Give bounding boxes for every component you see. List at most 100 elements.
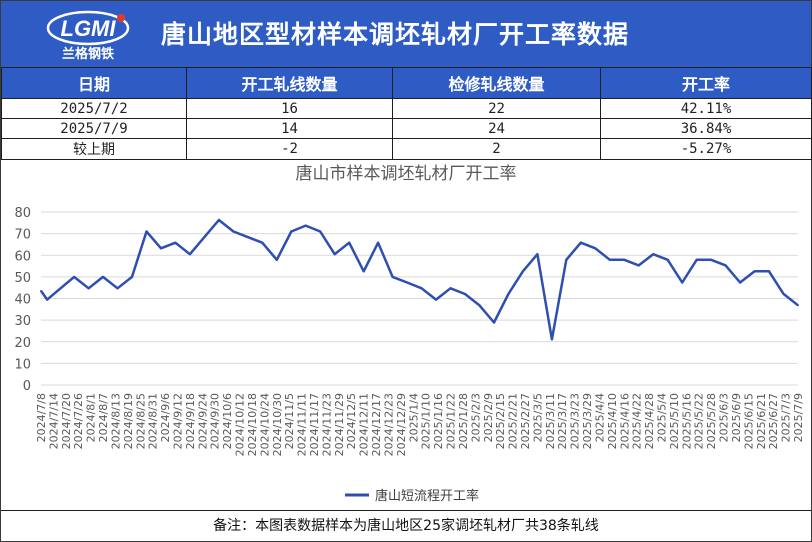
data-point: [102, 275, 104, 278]
data-point: [637, 264, 640, 267]
stats-header-row: 日期 开工轧线数量 检修轧线数量 开工率: [1, 67, 812, 99]
data-point: [768, 270, 770, 273]
x-tick-label: 2024/7/8: [35, 393, 48, 442]
y-tick-label: 80: [14, 206, 31, 221]
data-point: [160, 247, 162, 250]
data-point: [348, 241, 351, 244]
data-point: [145, 230, 148, 233]
x-tick-label: 2024/10/24: [258, 393, 271, 456]
footer-note: 备注：本图表数据样本为唐山地区25家调坯轧材厂共38条轧线: [1, 510, 811, 542]
data-point: [333, 253, 336, 256]
data-point: [217, 219, 220, 221]
x-tick-label: 2025/2/9: [482, 393, 495, 442]
data-point: [73, 275, 75, 278]
header-running-lines: 开工轧线数量: [186, 67, 393, 99]
cell-running: 14: [186, 118, 393, 139]
cell-date: 2025/7/2: [1, 98, 187, 119]
data-point: [724, 264, 727, 267]
cell-running: 16: [186, 98, 393, 119]
data-point: [261, 241, 264, 244]
header-date: 日期: [1, 67, 187, 99]
x-tick-label: 2024/7/20: [60, 393, 73, 449]
x-tick-label: 2024/9/12: [172, 393, 185, 449]
x-tick-label: 2024/10/30: [271, 393, 284, 456]
lgmi-logo: LGMI 兰格钢铁: [46, 10, 130, 62]
x-tick-label: 2025/5/4: [655, 393, 668, 442]
x-tick-label: 2025/7/9: [792, 393, 805, 442]
x-tick-label: 2024/12/29: [395, 393, 408, 456]
data-point: [319, 230, 322, 233]
x-tick-label: 2025/2/3: [469, 393, 482, 442]
x-tick-label: 2024/12/17: [370, 393, 383, 456]
x-tick-label: 2024/12/11: [358, 393, 371, 456]
x-tick-label: 2025/1/16: [432, 393, 445, 449]
data-point: [362, 270, 365, 273]
data-point: [493, 321, 495, 324]
cell-rate: -5.27%: [600, 138, 812, 160]
x-tick-label: 2025/5/16: [680, 393, 693, 449]
x-tick-label: 2024/8/7: [97, 393, 110, 442]
data-point: [449, 287, 452, 290]
data-point: [666, 258, 669, 261]
data-point: [304, 224, 307, 227]
x-tick-label: 2025/5/22: [693, 393, 706, 449]
data-point: [87, 287, 90, 290]
data-point: [406, 281, 408, 284]
x-tick-label: 2025/4/22: [631, 393, 644, 449]
x-tick-label: 2024/10/12: [234, 393, 247, 456]
data-point: [203, 236, 206, 238]
table-row: 2025/7/2 16 22 42.11%: [1, 98, 812, 119]
data-point: [623, 258, 626, 261]
data-point: [536, 253, 539, 256]
data-point: [116, 287, 119, 290]
cell-date: 较上期: [1, 138, 187, 160]
table-row: 较上期 -2 2 -5.27%: [1, 138, 812, 160]
x-tick-label: 2024/7/14: [47, 393, 60, 449]
data-point: [710, 258, 713, 261]
y-tick-label: 70: [14, 228, 31, 243]
x-tick-label: 2024/7/26: [72, 393, 85, 449]
data-point: [391, 275, 394, 278]
x-tick-label: 2024/8/13: [109, 393, 122, 449]
data-point: [131, 275, 133, 278]
x-tick-label: 2024/10/6: [221, 393, 234, 449]
x-tick-label: 2024/8/19: [122, 393, 135, 449]
data-point: [290, 230, 293, 233]
data-point: [522, 270, 524, 273]
stats-table: 日期 开工轧线数量 检修轧线数量 开工率 2025/7/2 16 22 42.1…: [1, 67, 812, 160]
x-tick-label: 2024/11/29: [333, 393, 346, 456]
data-point: [232, 230, 235, 233]
cell-rate: 36.84%: [600, 118, 812, 139]
x-tick-label: 2024/11/23: [320, 393, 333, 456]
cell-date: 2025/7/9: [1, 118, 187, 139]
x-tick-label: 2025/1/10: [420, 393, 433, 449]
y-tick-label: 30: [14, 314, 31, 329]
logo-text: LGMI: [61, 16, 117, 41]
x-tick-label: 2025/3/23: [569, 393, 582, 449]
data-point: [739, 281, 741, 284]
x-tick-label: 2025/1/28: [457, 393, 470, 449]
x-tick-label: 2024/9/30: [209, 393, 222, 449]
cell-maintenance: 22: [392, 98, 601, 119]
x-tick-label: 2024/12/23: [382, 393, 395, 456]
x-tick-label: 2024/10/18: [246, 393, 259, 456]
data-point: [435, 298, 437, 301]
x-tick-label: 2025/7/3: [780, 393, 793, 442]
data-point: [797, 304, 799, 307]
chart-title: 唐山市样本调坯轧材厂开工率: [296, 163, 517, 184]
y-tick-label: 50: [14, 271, 31, 286]
data-point: [246, 236, 249, 238]
data-point: [174, 241, 177, 244]
x-tick-label: 2025/5/28: [705, 393, 718, 449]
y-tick-label: 10: [14, 357, 31, 372]
y-tick-label: 40: [14, 293, 31, 308]
data-point: [478, 304, 481, 307]
header-maintenance-lines: 检修轧线数量: [392, 67, 601, 99]
data-point: [782, 293, 785, 295]
header-operating-rate: 开工率: [600, 67, 812, 99]
x-tick-label: 2025/2/27: [519, 393, 532, 449]
data-point: [594, 247, 597, 250]
x-tick-label: 2024/8/25: [134, 393, 147, 449]
x-tick-label: 2024/8/31: [147, 393, 160, 449]
